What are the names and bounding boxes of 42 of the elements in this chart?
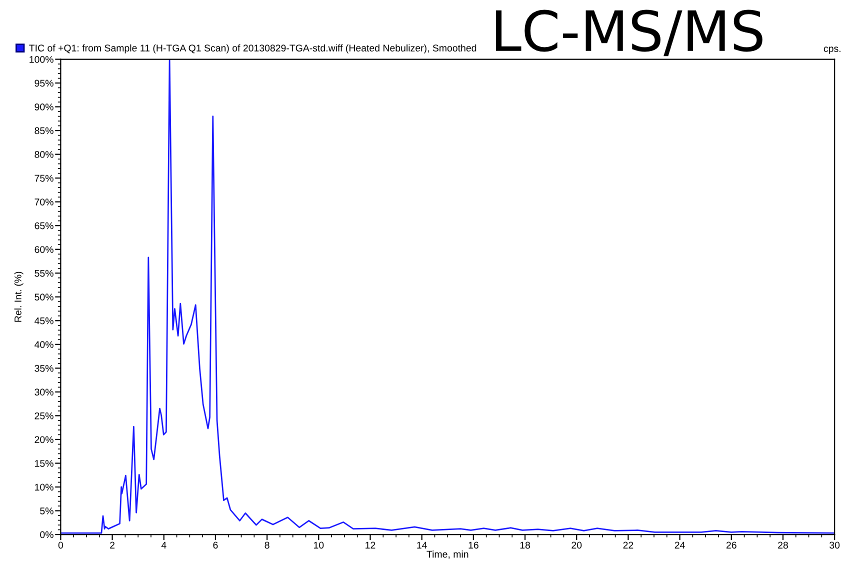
x-tick-label: 14 bbox=[417, 542, 427, 549]
y-tick-label: 85% bbox=[34, 127, 54, 134]
x-tick-label: 4 bbox=[161, 542, 166, 549]
x-axis-title: Time, min bbox=[426, 550, 468, 559]
x-tick-label: 10 bbox=[314, 542, 324, 549]
x-tick-label: 28 bbox=[778, 542, 788, 549]
text: LC-MS/MS bbox=[496, 10, 762, 56]
x-tick-label: 26 bbox=[726, 542, 736, 549]
y-tick-label: 25% bbox=[34, 412, 54, 420]
y-tick-label: 5% bbox=[40, 508, 54, 514]
legend-label: TIC of +Q1: from Sample 11 (H-TGA Q1 Scan) of 20130829-TGA-std.wiff (Heated Nebulizer), Smoothed bbox=[29, 44, 476, 54]
y-tick-label: 35% bbox=[34, 364, 54, 372]
y-tick-label: 45% bbox=[34, 317, 54, 324]
y-tick-label: 20% bbox=[34, 436, 54, 444]
x-tick-label: 12 bbox=[366, 542, 376, 549]
y-tick-label: 65% bbox=[34, 222, 54, 230]
x-tick-label: 6 bbox=[213, 542, 218, 549]
y-tick-label: 30% bbox=[34, 388, 54, 396]
x-tick-label: 20 bbox=[572, 542, 582, 549]
y-tick-label: 55% bbox=[34, 270, 54, 277]
y-tick-label: 50% bbox=[34, 294, 54, 301]
y-tick-label: 60% bbox=[34, 246, 54, 253]
x-tick-label: 2 bbox=[110, 542, 115, 549]
y-tick-label: 75% bbox=[34, 174, 54, 182]
x-tick-label: 18 bbox=[520, 542, 530, 549]
x-tick-label: 30 bbox=[830, 542, 840, 549]
y-tick-label: 40% bbox=[34, 341, 54, 348]
y-tick-label: 90% bbox=[34, 104, 54, 110]
x-tick-label: 8 bbox=[264, 542, 270, 549]
y-tick-label: 95% bbox=[34, 80, 54, 87]
y-tick-label: 100% bbox=[30, 56, 54, 63]
x-tick-label: 24 bbox=[674, 542, 685, 549]
y-axis-title: Rel. Int. (%) bbox=[14, 272, 24, 322]
y-tick-label: 10% bbox=[35, 484, 54, 491]
y-tick-label: 80% bbox=[34, 151, 54, 158]
x-tick-label: 16 bbox=[468, 542, 478, 549]
y-tick-label: 70% bbox=[34, 198, 54, 206]
x-tick-label: 0 bbox=[58, 542, 64, 549]
x-tick-label: 22 bbox=[623, 542, 634, 549]
y-tick-label: 15% bbox=[35, 460, 54, 467]
y-tick-label: 0% bbox=[40, 531, 54, 538]
text: cps. bbox=[824, 46, 840, 54]
